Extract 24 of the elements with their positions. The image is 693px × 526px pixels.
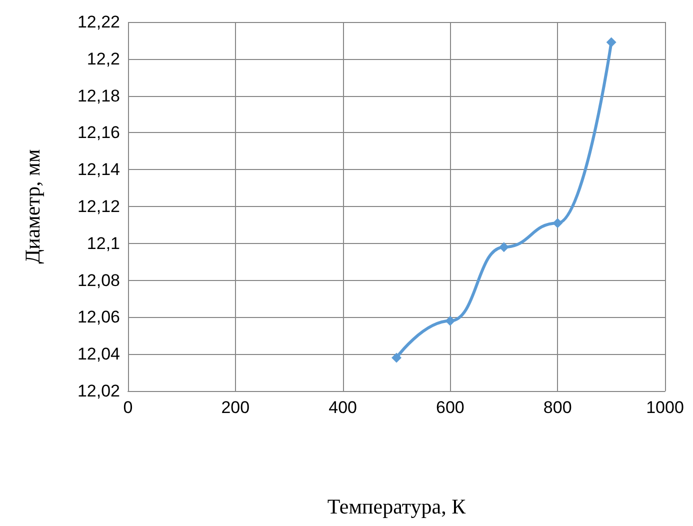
y-tick-label: 12,1 <box>86 234 120 253</box>
y-tick-label: 12,22 <box>77 12 120 32</box>
x-axis-title: Температура, К <box>327 494 467 518</box>
y-tick-label: 12,08 <box>77 270 120 290</box>
y-tick-label: 12,16 <box>77 123 120 142</box>
x-tick-label: 400 <box>328 398 357 417</box>
y-tick-label: 12,12 <box>77 197 120 216</box>
x-tick-label: 200 <box>221 398 250 417</box>
point <box>392 352 402 363</box>
y-tick-label: 12,14 <box>77 160 120 180</box>
y-tick-label: 12,06 <box>77 308 120 327</box>
point <box>552 218 563 228</box>
y-tick-label: 12,02 <box>77 382 120 400</box>
point <box>498 242 509 252</box>
x-tick-label: 1000 <box>646 398 684 417</box>
y-tick-label: 12,18 <box>77 86 120 106</box>
y-axis-title: Диаметр, мм <box>20 149 44 264</box>
y-tick-label: 12,04 <box>77 344 120 364</box>
point <box>445 316 456 326</box>
y-tick-label: 12,2 <box>86 49 120 68</box>
x-tick-label: 600 <box>436 398 464 417</box>
x-tick-label: 800 <box>543 398 572 417</box>
x-tick-label: 0 <box>123 398 133 417</box>
point <box>606 37 616 48</box>
